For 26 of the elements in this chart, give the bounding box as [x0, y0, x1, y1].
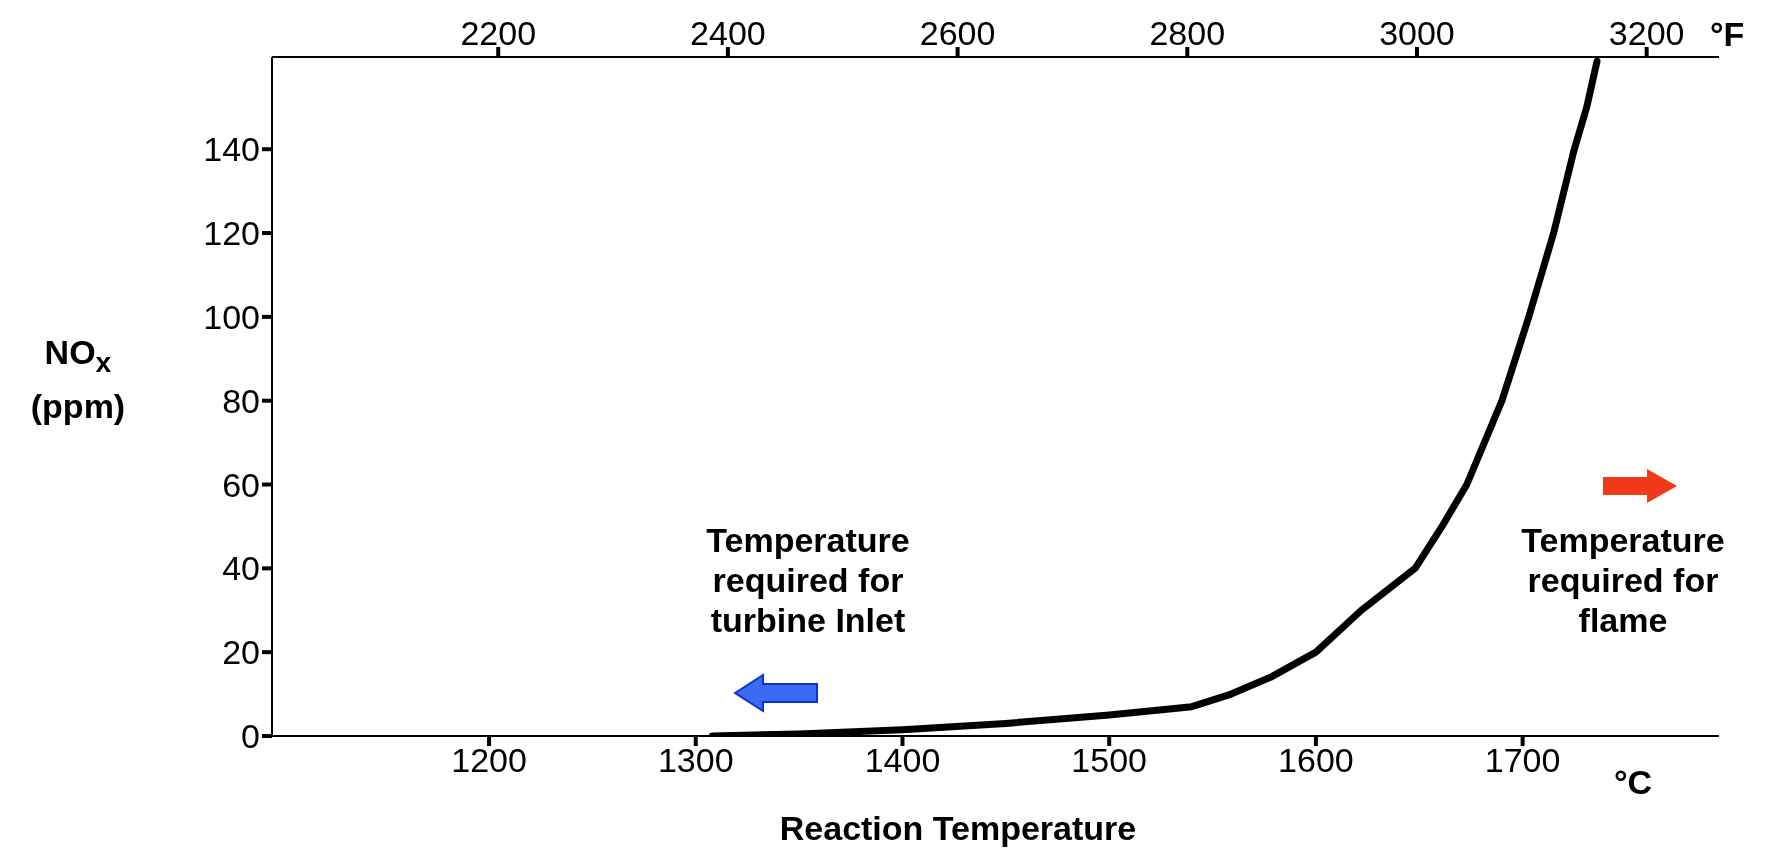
y-tick-label: 140: [203, 130, 260, 169]
x-tick-label: 1400: [864, 741, 941, 780]
y-tick-label: 60: [222, 465, 260, 504]
y-tick-label: 120: [203, 214, 260, 253]
annotation: Temperature required for turbine Inlet: [705, 520, 911, 640]
annotation: Temperature required for flame: [1498, 520, 1748, 640]
x-tick-label: 1600: [1278, 741, 1354, 780]
x-tick-label: 1200: [451, 741, 527, 780]
y-axis-title: NO$_{x}$ (ppm): [29, 332, 127, 427]
x2-tick-label: 2400: [690, 14, 766, 52]
x-axis-title: Reaction Temperature: [778, 808, 1138, 848]
x-tick-label: 1700: [1484, 741, 1561, 780]
x2-tick-label: 2200: [460, 14, 537, 52]
x2-tick-label: 3200: [1608, 14, 1685, 52]
y-tick-label: 20: [222, 633, 260, 672]
y-tick-label: 40: [222, 549, 260, 588]
y-tick-label: 0: [241, 717, 260, 756]
x2-tick-label: 3000: [1379, 14, 1455, 52]
x2-tick-label: 2600: [919, 14, 996, 52]
y-tick-label: 80: [222, 381, 260, 420]
x-tick-label: 1500: [1071, 741, 1148, 780]
x2-axis-title: °F: [1710, 14, 1745, 54]
x2-tick-label: 2800: [1149, 14, 1226, 52]
x-tick-label: 1300: [657, 741, 734, 780]
text: °C: [1614, 762, 1653, 802]
y-tick-label: 100: [203, 297, 260, 336]
